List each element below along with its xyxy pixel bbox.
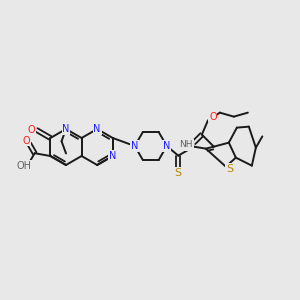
Text: S: S xyxy=(226,164,233,174)
Text: N: N xyxy=(131,141,139,151)
Text: N: N xyxy=(94,124,101,134)
Text: OH: OH xyxy=(17,161,32,171)
Text: O: O xyxy=(184,141,192,151)
Text: N: N xyxy=(109,151,116,161)
Text: O: O xyxy=(209,112,217,122)
Text: N: N xyxy=(163,141,170,151)
Text: S: S xyxy=(175,168,182,178)
Text: NH: NH xyxy=(179,140,193,148)
Text: N: N xyxy=(62,124,70,134)
Text: O: O xyxy=(28,125,35,135)
Text: O: O xyxy=(22,136,30,146)
